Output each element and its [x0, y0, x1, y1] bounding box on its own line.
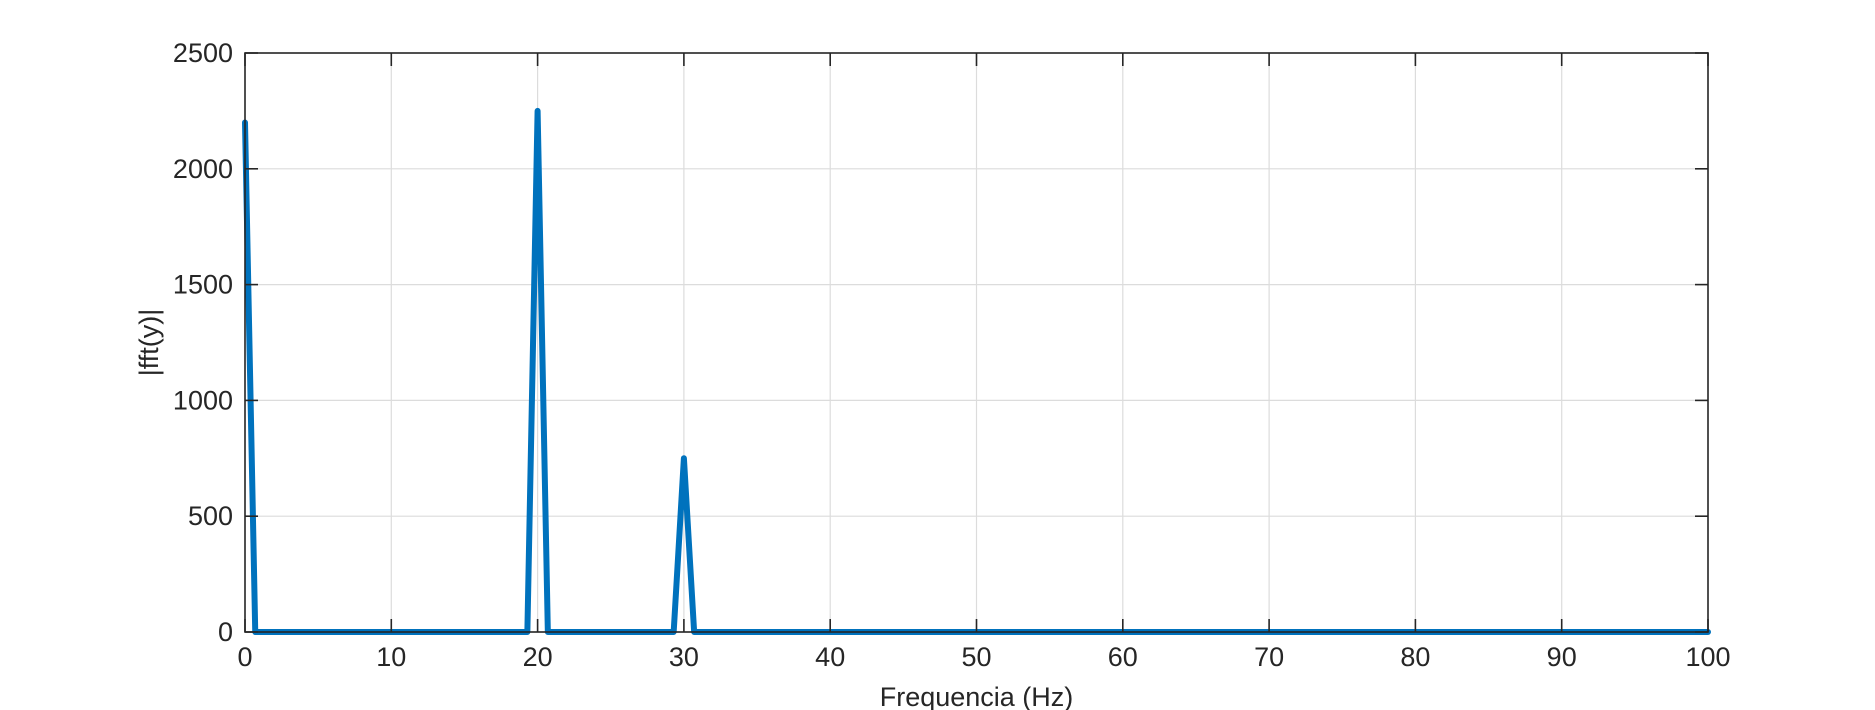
- x-tick-label: 100: [1685, 642, 1730, 672]
- y-tick-label: 2000: [173, 154, 233, 184]
- y-tick-label: 500: [188, 501, 233, 531]
- x-tick-label: 50: [961, 642, 991, 672]
- x-tick-label: 30: [669, 642, 699, 672]
- y-axis-label: |fft(y)|: [134, 309, 164, 377]
- x-tick-label: 20: [523, 642, 553, 672]
- x-tick-labels: 0 10 20 30 40 50 60 70 80 90 100: [237, 642, 1730, 672]
- x-axis-label: Frequencia (Hz): [880, 682, 1074, 710]
- x-tick-label: 70: [1254, 642, 1284, 672]
- y-tick-label: 2500: [173, 38, 233, 68]
- x-tick-label: 80: [1400, 642, 1430, 672]
- y-tick-labels: 0 500 1000 1500 2000 2500: [173, 38, 233, 647]
- y-tick-label: 1000: [173, 385, 233, 415]
- y-tick-label: 0: [218, 617, 233, 647]
- y-tick-label: 1500: [173, 270, 233, 300]
- tick-marks: [244, 52, 1709, 633]
- x-tick-label: 60: [1108, 642, 1138, 672]
- x-tick-label: 40: [815, 642, 845, 672]
- grid-lines: [244, 52, 1709, 633]
- x-tick-label: 10: [376, 642, 406, 672]
- x-tick-label: 90: [1547, 642, 1577, 672]
- x-tick-label: 0: [237, 642, 252, 672]
